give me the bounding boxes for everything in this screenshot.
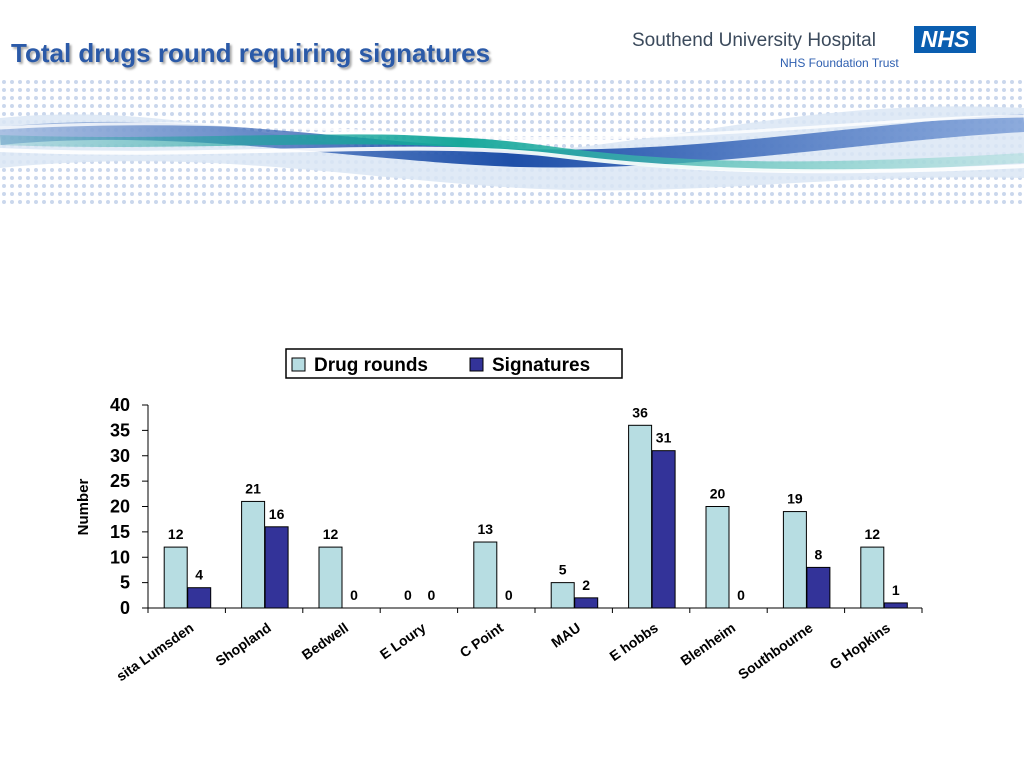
bar-drug-rounds bbox=[163, 546, 188, 609]
bar-drug-rounds bbox=[628, 424, 653, 609]
x-category-label: E hobbs bbox=[606, 619, 661, 664]
y-tick-label: 40 bbox=[110, 395, 130, 415]
nhs-logo: NHS bbox=[914, 26, 976, 53]
data-label-signatures: 0 bbox=[737, 587, 745, 603]
legend-label-drug-rounds: Drug rounds bbox=[314, 355, 428, 376]
data-label-drug-rounds: 19 bbox=[787, 491, 803, 507]
bar-drug-rounds bbox=[473, 541, 498, 609]
data-label-drug-rounds: 13 bbox=[478, 521, 494, 537]
data-label-drug-rounds: 36 bbox=[632, 404, 648, 420]
bar-signatures bbox=[806, 566, 831, 609]
bar-drug-rounds bbox=[550, 582, 575, 609]
bar-drug-rounds bbox=[860, 546, 885, 609]
y-axis-title: Number bbox=[75, 479, 92, 536]
data-label-drug-rounds: 20 bbox=[710, 486, 726, 502]
data-label-drug-rounds: 5 bbox=[559, 562, 567, 578]
data-label-drug-rounds: 0 bbox=[404, 587, 412, 603]
y-tick-label: 30 bbox=[110, 446, 130, 466]
data-label-signatures: 31 bbox=[656, 430, 672, 446]
legend-box bbox=[285, 348, 623, 379]
legend-swatch-signatures bbox=[469, 357, 484, 372]
slide-title: Total drugs round requiring signatures bbox=[11, 38, 491, 68]
bar-drug-rounds bbox=[318, 546, 343, 609]
bar-signatures bbox=[651, 450, 676, 609]
y-tick-label: 5 bbox=[120, 573, 130, 593]
hospital-logo: Southend University Hospital NHS Foundat… bbox=[632, 26, 977, 76]
y-tick-label: 35 bbox=[110, 420, 130, 440]
bar-signatures bbox=[264, 526, 289, 609]
data-label-drug-rounds: 12 bbox=[168, 526, 184, 542]
data-label-drug-rounds: 12 bbox=[323, 526, 339, 542]
chart-legend: Drug rounds Signatures bbox=[285, 348, 623, 379]
data-label-signatures: 2 bbox=[582, 577, 590, 593]
bar-signatures bbox=[574, 597, 599, 609]
x-category-label: Blenheim bbox=[677, 619, 738, 668]
legend-swatch-drug-rounds bbox=[291, 357, 306, 372]
x-category-label: Southbourne bbox=[735, 619, 816, 682]
bar-signatures bbox=[187, 587, 212, 609]
x-category-label: E Loury bbox=[377, 619, 429, 662]
y-tick-label: 10 bbox=[110, 547, 130, 567]
bar-drug-rounds bbox=[705, 506, 730, 609]
y-tick-label: 25 bbox=[110, 471, 130, 491]
x-category-label: G Hopkins bbox=[826, 619, 893, 672]
data-label-signatures: 0 bbox=[350, 587, 358, 603]
data-label-signatures: 0 bbox=[505, 587, 513, 603]
data-label-signatures: 1 bbox=[892, 582, 900, 598]
x-category-label: Bedwell bbox=[299, 619, 352, 662]
x-category-label: Shopland bbox=[212, 619, 273, 669]
x-category-label: C Point bbox=[457, 619, 507, 660]
data-label-signatures: 16 bbox=[269, 506, 285, 522]
legend-label-signatures: Signatures bbox=[492, 355, 590, 376]
data-label-drug-rounds: 21 bbox=[245, 480, 261, 496]
y-tick-label: 15 bbox=[110, 522, 130, 542]
data-label-signatures: 4 bbox=[195, 567, 203, 583]
bar-signatures bbox=[883, 602, 908, 609]
data-label-drug-rounds: 12 bbox=[865, 526, 881, 542]
bar-drug-rounds bbox=[241, 500, 266, 609]
chart-bars bbox=[163, 424, 908, 609]
organisation-name: Southend University Hospital bbox=[632, 30, 876, 51]
data-label-signatures: 8 bbox=[815, 546, 823, 562]
y-tick-label: 0 bbox=[120, 598, 130, 618]
trust-name: NHS Foundation Trust bbox=[780, 56, 899, 70]
decorative-wave-banner bbox=[0, 78, 1024, 208]
data-label-signatures: 0 bbox=[428, 587, 436, 603]
x-category-label: MAU bbox=[548, 619, 583, 650]
y-tick-label: 20 bbox=[110, 497, 130, 517]
bar-drug-rounds bbox=[782, 511, 807, 609]
x-category-label: sita Lumsden bbox=[113, 619, 196, 684]
